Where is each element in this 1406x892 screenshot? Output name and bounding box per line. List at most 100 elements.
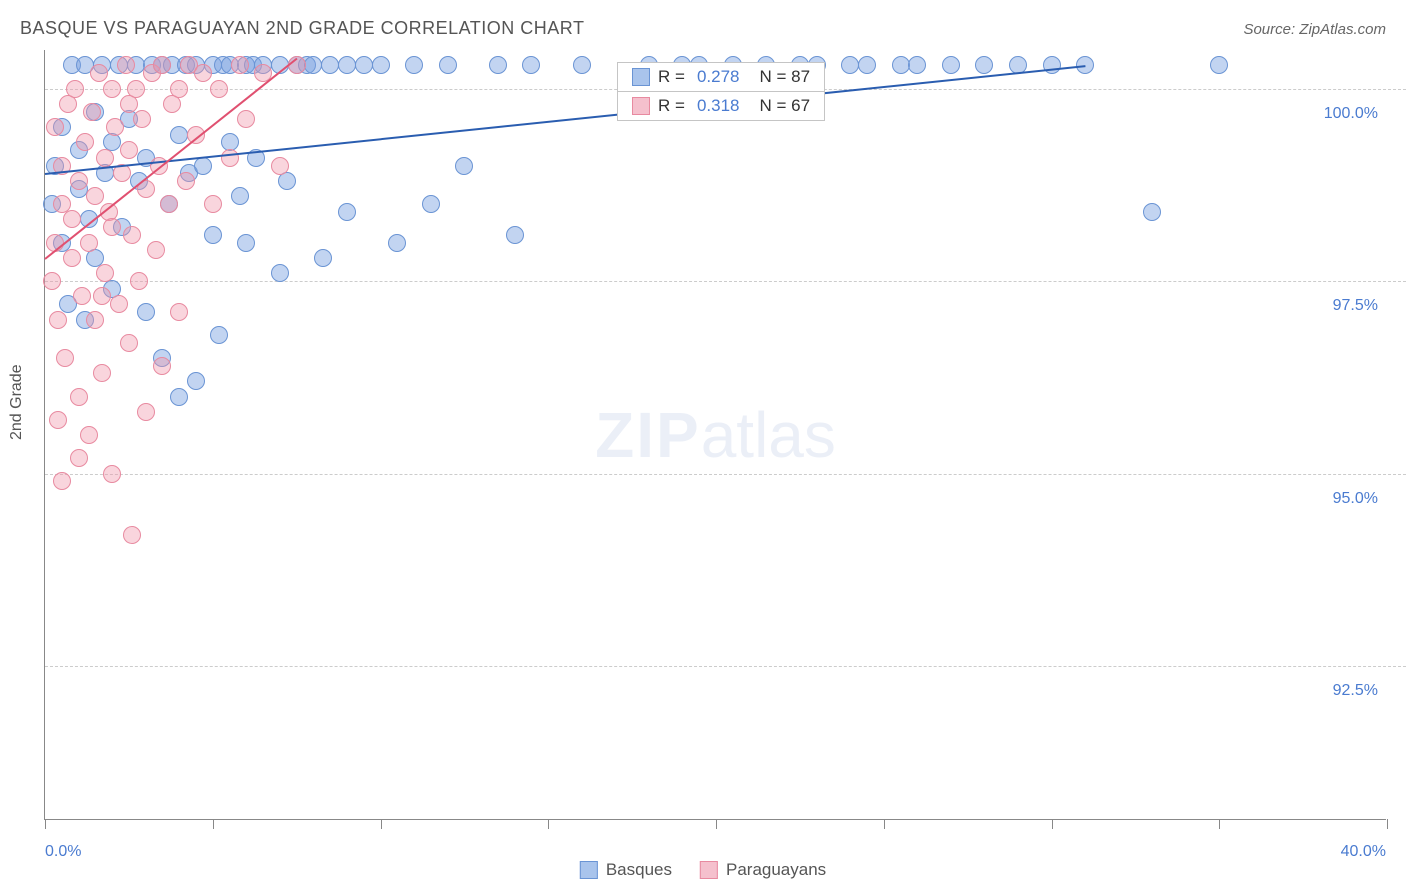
scatter-point (355, 56, 373, 74)
scatter-point (63, 210, 81, 228)
y-tick-label: 97.5% (1333, 297, 1388, 315)
x-tick (45, 819, 46, 829)
scatter-point (120, 141, 138, 159)
legend-label: Basques (606, 860, 672, 880)
scatter-point (231, 56, 249, 74)
scatter-point (278, 172, 296, 190)
scatter-point (49, 411, 67, 429)
scatter-point (405, 56, 423, 74)
scatter-point (573, 56, 591, 74)
scatter-point (70, 388, 88, 406)
scatter-point (314, 249, 332, 267)
y-axis-title: 2nd Grade (8, 364, 26, 440)
scatter-point (321, 56, 339, 74)
scatter-point (1143, 203, 1161, 221)
n-label: N = 67 (759, 96, 810, 116)
scatter-point (103, 80, 121, 98)
x-tick (1219, 819, 1220, 829)
scatter-point (46, 118, 64, 136)
legend-swatch (632, 97, 650, 115)
scatter-point (170, 303, 188, 321)
watermark: ZIPatlas (595, 398, 836, 472)
scatter-point (506, 226, 524, 244)
scatter-point (858, 56, 876, 74)
scatter-point (137, 303, 155, 321)
watermark-zip: ZIP (595, 399, 701, 471)
scatter-point (908, 56, 926, 74)
scatter-point (130, 272, 148, 290)
scatter-point (210, 326, 228, 344)
scatter-point (237, 234, 255, 252)
legend-label: Paraguayans (726, 860, 826, 880)
bottom-legend: Basques Paraguayans (580, 860, 826, 880)
chart-header: BASQUE VS PARAGUAYAN 2ND GRADE CORRELATI… (20, 18, 1386, 39)
scatter-point (96, 264, 114, 282)
scatter-point (170, 80, 188, 98)
scatter-point (231, 187, 249, 205)
chart-title: BASQUE VS PARAGUAYAN 2ND GRADE CORRELATI… (20, 18, 584, 39)
scatter-point (117, 56, 135, 74)
scatter-point (63, 249, 81, 267)
scatter-point (221, 149, 239, 167)
scatter-point (204, 195, 222, 213)
scatter-point (187, 372, 205, 390)
r-value: 0.278 (697, 67, 740, 87)
scatter-point (80, 426, 98, 444)
scatter-point (338, 203, 356, 221)
correlation-legend: R = 0.278 N = 87 R = 0.318N = 67 (617, 62, 825, 121)
scatter-point (210, 80, 228, 98)
x-tick (213, 819, 214, 829)
scatter-point (975, 56, 993, 74)
scatter-point (43, 272, 61, 290)
scatter-point (120, 95, 138, 113)
scatter-point (59, 95, 77, 113)
r-label: R = (658, 67, 685, 87)
y-tick-label: 95.0% (1333, 490, 1388, 508)
scatter-point (83, 103, 101, 121)
scatter-point (942, 56, 960, 74)
grid-line (45, 474, 1406, 475)
scatter-point (422, 195, 440, 213)
correlation-legend-row: R = 0.278 N = 87 (618, 63, 824, 91)
scatter-point (86, 311, 104, 329)
scatter-point (96, 149, 114, 167)
plot-area: ZIPatlas 92.5%95.0%97.5%100.0%0.0%40.0%R… (44, 50, 1386, 820)
x-tick (716, 819, 717, 829)
scatter-point (133, 110, 151, 128)
scatter-point (1210, 56, 1228, 74)
legend-item: Basques (580, 860, 672, 880)
legend-swatch (580, 861, 598, 879)
scatter-point (439, 56, 457, 74)
x-tick (548, 819, 549, 829)
x-tick (884, 819, 885, 829)
scatter-point (841, 56, 859, 74)
n-label: N = 87 (759, 67, 810, 87)
legend-swatch (700, 861, 718, 879)
correlation-legend-row: R = 0.318N = 67 (618, 91, 824, 120)
y-tick-label: 100.0% (1324, 105, 1388, 123)
scatter-point (103, 218, 121, 236)
scatter-point (153, 357, 171, 375)
legend-swatch (632, 68, 650, 86)
scatter-point (170, 126, 188, 144)
chart-source: Source: ZipAtlas.com (1243, 21, 1386, 38)
legend-item: Paraguayans (700, 860, 826, 880)
x-tick-label: 40.0% (1341, 843, 1386, 861)
scatter-point (388, 234, 406, 252)
scatter-point (53, 472, 71, 490)
scatter-point (56, 349, 74, 367)
scatter-point (70, 172, 88, 190)
scatter-point (86, 187, 104, 205)
x-tick-label: 0.0% (45, 843, 81, 861)
scatter-point (177, 172, 195, 190)
scatter-point (489, 56, 507, 74)
watermark-rest: atlas (701, 399, 836, 471)
scatter-point (66, 80, 84, 98)
grid-line (45, 281, 1406, 282)
x-tick (1387, 819, 1388, 829)
scatter-point (271, 157, 289, 175)
x-tick (1052, 819, 1053, 829)
scatter-point (123, 526, 141, 544)
scatter-point (49, 311, 67, 329)
scatter-point (522, 56, 540, 74)
